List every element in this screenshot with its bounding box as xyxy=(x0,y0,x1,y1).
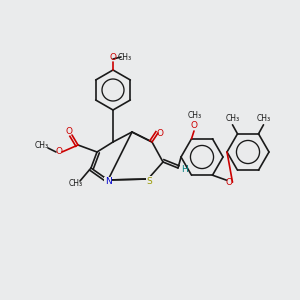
Text: CH₃: CH₃ xyxy=(188,112,202,121)
Text: S: S xyxy=(146,176,152,185)
Text: H: H xyxy=(181,166,188,175)
Text: O: O xyxy=(226,178,233,187)
Text: O: O xyxy=(65,127,73,136)
Text: O: O xyxy=(190,121,197,130)
Text: N: N xyxy=(105,178,111,187)
Text: O: O xyxy=(157,128,164,137)
Text: CH₃: CH₃ xyxy=(69,179,83,188)
Text: CH₃: CH₃ xyxy=(225,114,240,123)
Text: CH₃: CH₃ xyxy=(118,52,132,62)
Text: O: O xyxy=(56,148,62,157)
Text: CH₃: CH₃ xyxy=(256,114,271,123)
Text: CH₃: CH₃ xyxy=(35,142,49,151)
Text: O: O xyxy=(110,52,116,62)
